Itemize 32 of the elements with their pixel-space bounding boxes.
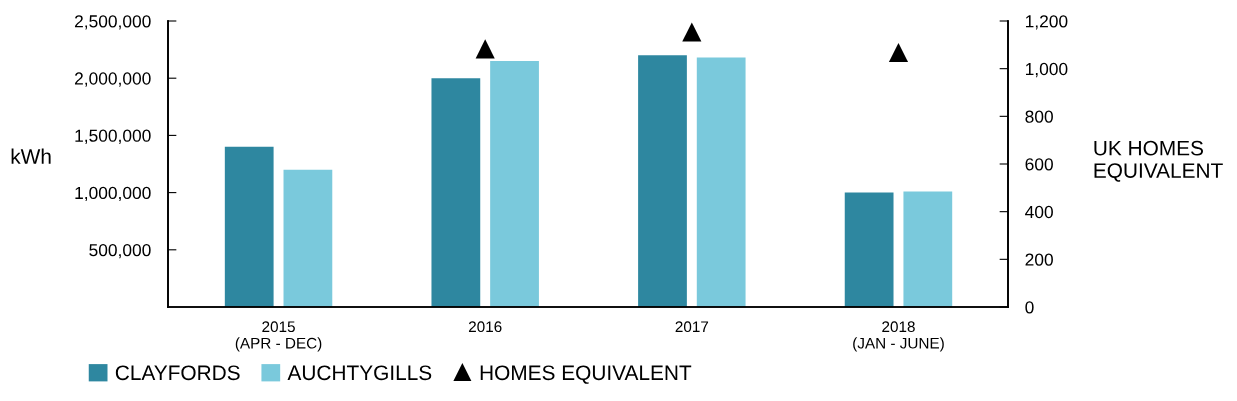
y2-tick-label: 0 xyxy=(1025,301,1034,314)
bar xyxy=(224,146,274,307)
bar xyxy=(490,61,539,307)
y2-tick-label: 1,000 xyxy=(1025,62,1068,78)
bar xyxy=(903,191,953,307)
y2-tick-label: 1,200 xyxy=(1025,15,1068,30)
point xyxy=(682,22,702,42)
legend-label: CLAYFORDS xyxy=(115,365,240,381)
legend-label: AUCHTYGILLS xyxy=(287,365,432,381)
bar xyxy=(283,169,333,307)
y-tick-label: 1,500,000 xyxy=(75,129,151,144)
y2-axis-title: UK HOMES EQUIVALENT xyxy=(1094,140,1223,182)
y2-tick-label: 200 xyxy=(1025,253,1053,266)
y2-tick-label: 400 xyxy=(1025,205,1053,219)
bar xyxy=(844,192,894,307)
x-tick-label: 2015 (APR - DEC) xyxy=(235,321,322,352)
y-axis-title: kWh xyxy=(11,148,51,164)
bar xyxy=(696,57,746,307)
x-tick-label: 2017 xyxy=(675,321,709,333)
y2-tick-label: 800 xyxy=(1025,110,1053,123)
point xyxy=(888,42,909,63)
x-tick-label: 2018 (JAN - JUNE) xyxy=(853,321,944,352)
y-tick-label: 500,000 xyxy=(89,243,151,259)
bar xyxy=(638,55,687,307)
point xyxy=(475,39,495,59)
legend-label: HOMES EQUIVALENT xyxy=(480,365,692,384)
y-tick-label: 2,000,000 xyxy=(74,72,151,87)
y-tick-label: 1,000,000 xyxy=(75,186,151,202)
x-tick-label: 2016 xyxy=(468,321,502,333)
y-tick-label: 2,500,000 xyxy=(74,15,151,30)
y2-tick-label: 600 xyxy=(1025,158,1053,171)
bar xyxy=(431,78,481,307)
